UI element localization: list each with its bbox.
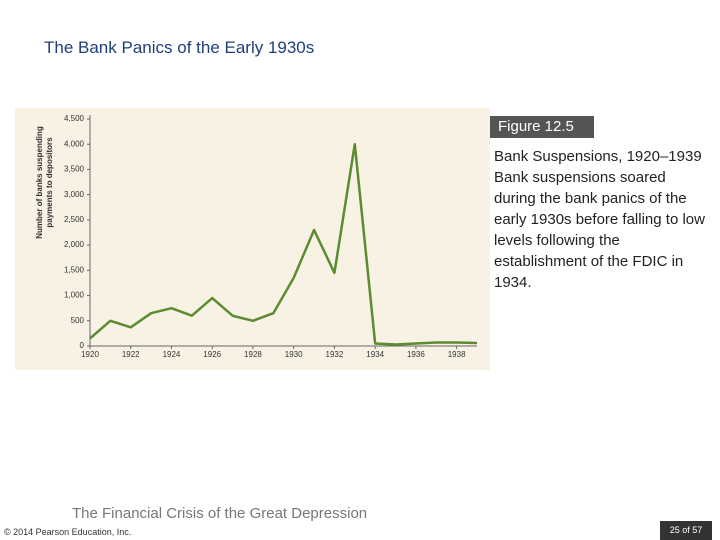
y-tick-label: 2,500 <box>64 215 85 224</box>
x-tick-label: 1936 <box>407 350 425 359</box>
chart-panel <box>15 108 490 370</box>
x-tick-label: 1930 <box>285 350 303 359</box>
x-tick-label: 1926 <box>203 350 221 359</box>
y-tick-label: 3,000 <box>64 190 85 199</box>
y-axis-label: Number of banks suspending payments to de… <box>35 126 54 239</box>
caption: Bank Suspensions, 1920–1939 Bank suspens… <box>494 146 708 293</box>
caption-title: Bank Suspensions, 1920–1939 <box>494 148 702 165</box>
data-line <box>89 142 478 346</box>
y-tick-label: 4,500 <box>64 114 85 123</box>
x-tick-label: 1932 <box>326 350 344 359</box>
x-tick-label: 1928 <box>244 350 262 359</box>
y-tick-label: 2,000 <box>64 240 85 249</box>
y-tick-label: 1,000 <box>64 291 85 300</box>
caption-text: Bank suspensions soared during the bank … <box>494 169 705 291</box>
x-tick-label: 1934 <box>366 350 384 359</box>
page-number: 25 of 57 <box>660 521 712 540</box>
figure-label: Figure 12.5 <box>490 116 594 138</box>
y-tick-label: 0 <box>80 341 85 350</box>
x-tick-label: 1922 <box>122 350 140 359</box>
copyright: © 2014 Pearson Education, Inc. <box>4 527 132 537</box>
y-tick-label: 500 <box>71 316 85 325</box>
x-tick-label: 1938 <box>448 350 466 359</box>
x-tick-label: 1920 <box>81 350 99 359</box>
x-tick-label: 1924 <box>163 350 181 359</box>
y-tick-label: 1,500 <box>64 265 85 274</box>
y-axis-label-line: payments to depositors <box>45 137 54 228</box>
y-tick-label: 4,000 <box>64 139 85 148</box>
footer: The Financial Crisis of the Great Depres… <box>72 505 368 522</box>
slide-title: The Bank Panics of the Early 1930s <box>44 38 315 57</box>
y-axis-label-line: Number of banks suspending <box>35 126 44 239</box>
y-tick-label: 3,500 <box>64 165 85 174</box>
